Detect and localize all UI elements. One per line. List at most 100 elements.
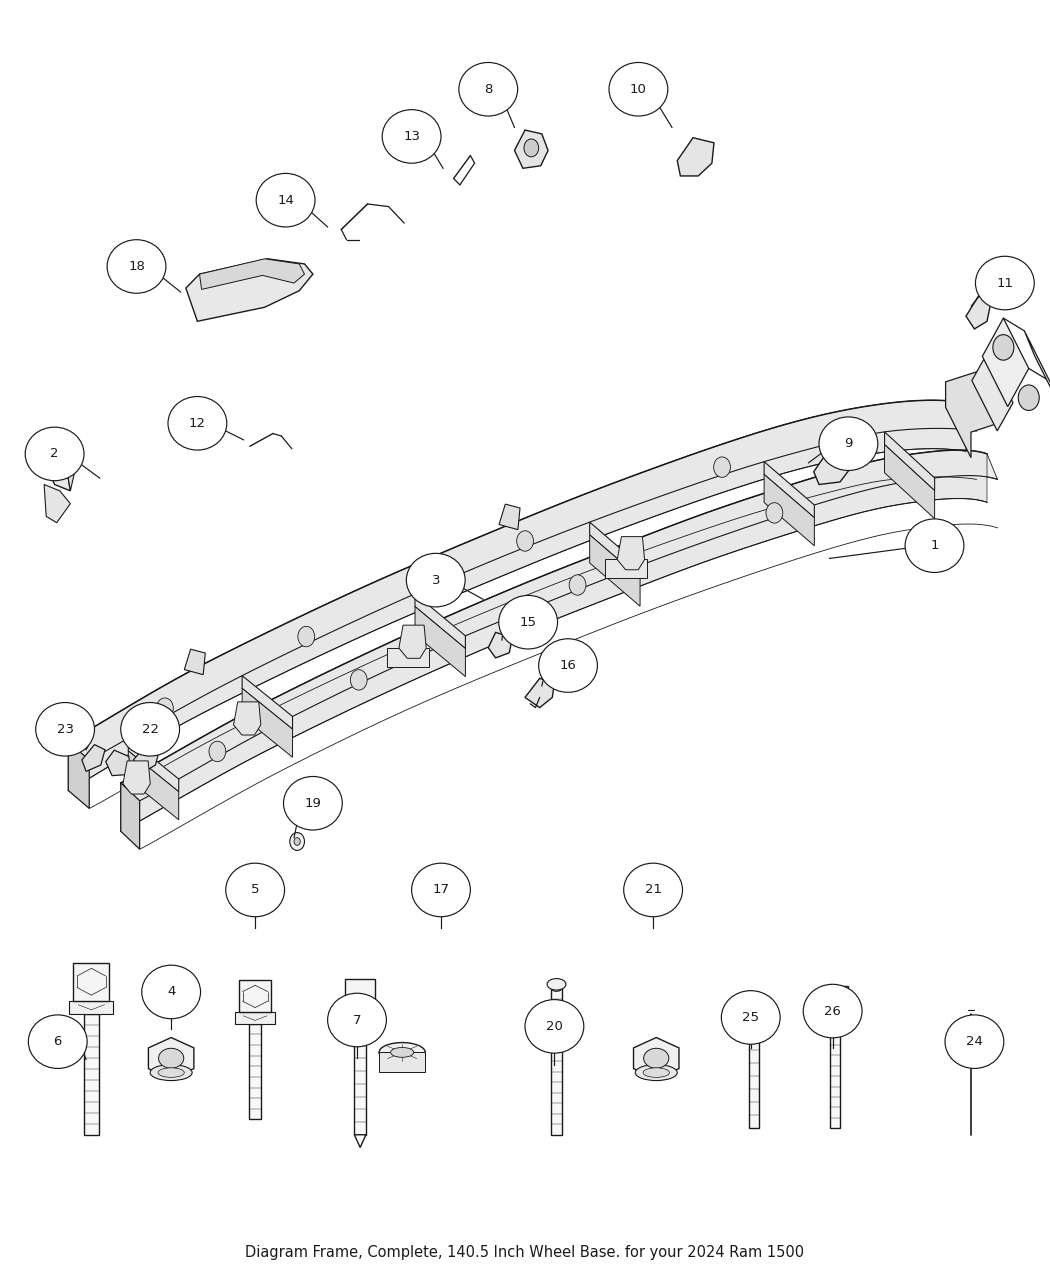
Ellipse shape	[150, 1065, 192, 1081]
Bar	[750, 1024, 759, 1128]
Text: 23: 23	[57, 723, 74, 736]
Ellipse shape	[28, 1015, 87, 1068]
Polygon shape	[525, 678, 554, 708]
Polygon shape	[51, 705, 81, 738]
Text: 10: 10	[630, 83, 647, 96]
Polygon shape	[148, 1038, 194, 1079]
Ellipse shape	[107, 240, 166, 293]
Text: 9: 9	[844, 437, 853, 450]
Ellipse shape	[609, 62, 668, 116]
Bar	[551, 988, 562, 1135]
Polygon shape	[605, 558, 647, 578]
Polygon shape	[46, 440, 70, 491]
Text: 14: 14	[277, 194, 294, 207]
Ellipse shape	[168, 397, 227, 450]
Circle shape	[351, 669, 368, 690]
Text: 7: 7	[353, 1014, 361, 1026]
Polygon shape	[44, 484, 70, 523]
Text: 18: 18	[128, 260, 145, 273]
Text: 1: 1	[930, 539, 939, 552]
Circle shape	[517, 530, 533, 551]
Bar	[742, 1001, 765, 1024]
Text: 21: 21	[645, 884, 662, 896]
Text: 25: 25	[742, 1011, 759, 1024]
Circle shape	[993, 334, 1014, 360]
Polygon shape	[415, 607, 465, 677]
Polygon shape	[121, 450, 998, 801]
Polygon shape	[677, 138, 714, 176]
Ellipse shape	[945, 1015, 1004, 1068]
Polygon shape	[399, 625, 426, 658]
Ellipse shape	[379, 1043, 425, 1062]
Text: 20: 20	[546, 1020, 563, 1033]
Text: 3: 3	[432, 574, 440, 586]
Text: 24: 24	[966, 1035, 983, 1048]
Polygon shape	[243, 676, 293, 729]
Polygon shape	[488, 632, 512, 658]
Ellipse shape	[412, 863, 470, 917]
Bar	[249, 1024, 261, 1119]
Text: 2: 2	[50, 448, 59, 460]
Polygon shape	[121, 450, 987, 831]
Ellipse shape	[643, 1068, 670, 1077]
Ellipse shape	[525, 1000, 584, 1053]
Ellipse shape	[284, 776, 342, 830]
Polygon shape	[200, 259, 304, 289]
Ellipse shape	[635, 1065, 677, 1081]
Polygon shape	[966, 296, 991, 329]
Ellipse shape	[382, 110, 441, 163]
Ellipse shape	[142, 965, 201, 1019]
Text: 17: 17	[433, 884, 449, 896]
Polygon shape	[514, 130, 548, 168]
Text: 16: 16	[560, 659, 576, 672]
Polygon shape	[814, 449, 853, 484]
Text: 19: 19	[304, 797, 321, 810]
Bar	[84, 1014, 99, 1135]
Polygon shape	[186, 259, 313, 321]
Ellipse shape	[803, 984, 862, 1038]
Polygon shape	[121, 783, 140, 849]
Polygon shape	[185, 649, 206, 674]
Polygon shape	[884, 445, 935, 519]
Polygon shape	[590, 536, 640, 607]
Ellipse shape	[975, 256, 1034, 310]
Ellipse shape	[256, 173, 315, 227]
Polygon shape	[617, 537, 645, 570]
Polygon shape	[590, 523, 640, 579]
Ellipse shape	[406, 553, 465, 607]
Polygon shape	[128, 738, 178, 792]
Polygon shape	[764, 462, 815, 518]
Polygon shape	[133, 745, 160, 773]
Bar	[74, 963, 109, 1001]
Ellipse shape	[36, 703, 94, 756]
Circle shape	[294, 838, 300, 845]
Bar	[355, 1007, 366, 1135]
Polygon shape	[68, 742, 89, 808]
Ellipse shape	[547, 979, 566, 989]
Text: 15: 15	[520, 616, 537, 629]
Circle shape	[290, 833, 304, 850]
Polygon shape	[946, 371, 1003, 458]
Polygon shape	[386, 648, 428, 667]
Polygon shape	[65, 453, 76, 491]
Ellipse shape	[721, 991, 780, 1044]
Text: 5: 5	[251, 884, 259, 896]
Text: 6: 6	[54, 1035, 62, 1048]
Ellipse shape	[459, 62, 518, 116]
Polygon shape	[499, 504, 520, 529]
Polygon shape	[633, 1038, 679, 1079]
Text: 4: 4	[167, 986, 175, 998]
Text: Diagram Frame, Complete, 140.5 Inch Wheel Base. for your 2024 Ram 1500: Diagram Frame, Complete, 140.5 Inch Whee…	[246, 1244, 804, 1260]
Ellipse shape	[624, 863, 682, 917]
Ellipse shape	[328, 993, 386, 1047]
Circle shape	[766, 502, 783, 523]
Polygon shape	[415, 594, 465, 649]
Ellipse shape	[499, 595, 558, 649]
Text: 8: 8	[484, 83, 492, 96]
Polygon shape	[106, 750, 131, 775]
Polygon shape	[123, 761, 150, 794]
Ellipse shape	[159, 1048, 184, 1068]
Text: 26: 26	[824, 1005, 841, 1017]
Polygon shape	[233, 701, 260, 734]
Polygon shape	[82, 745, 105, 771]
